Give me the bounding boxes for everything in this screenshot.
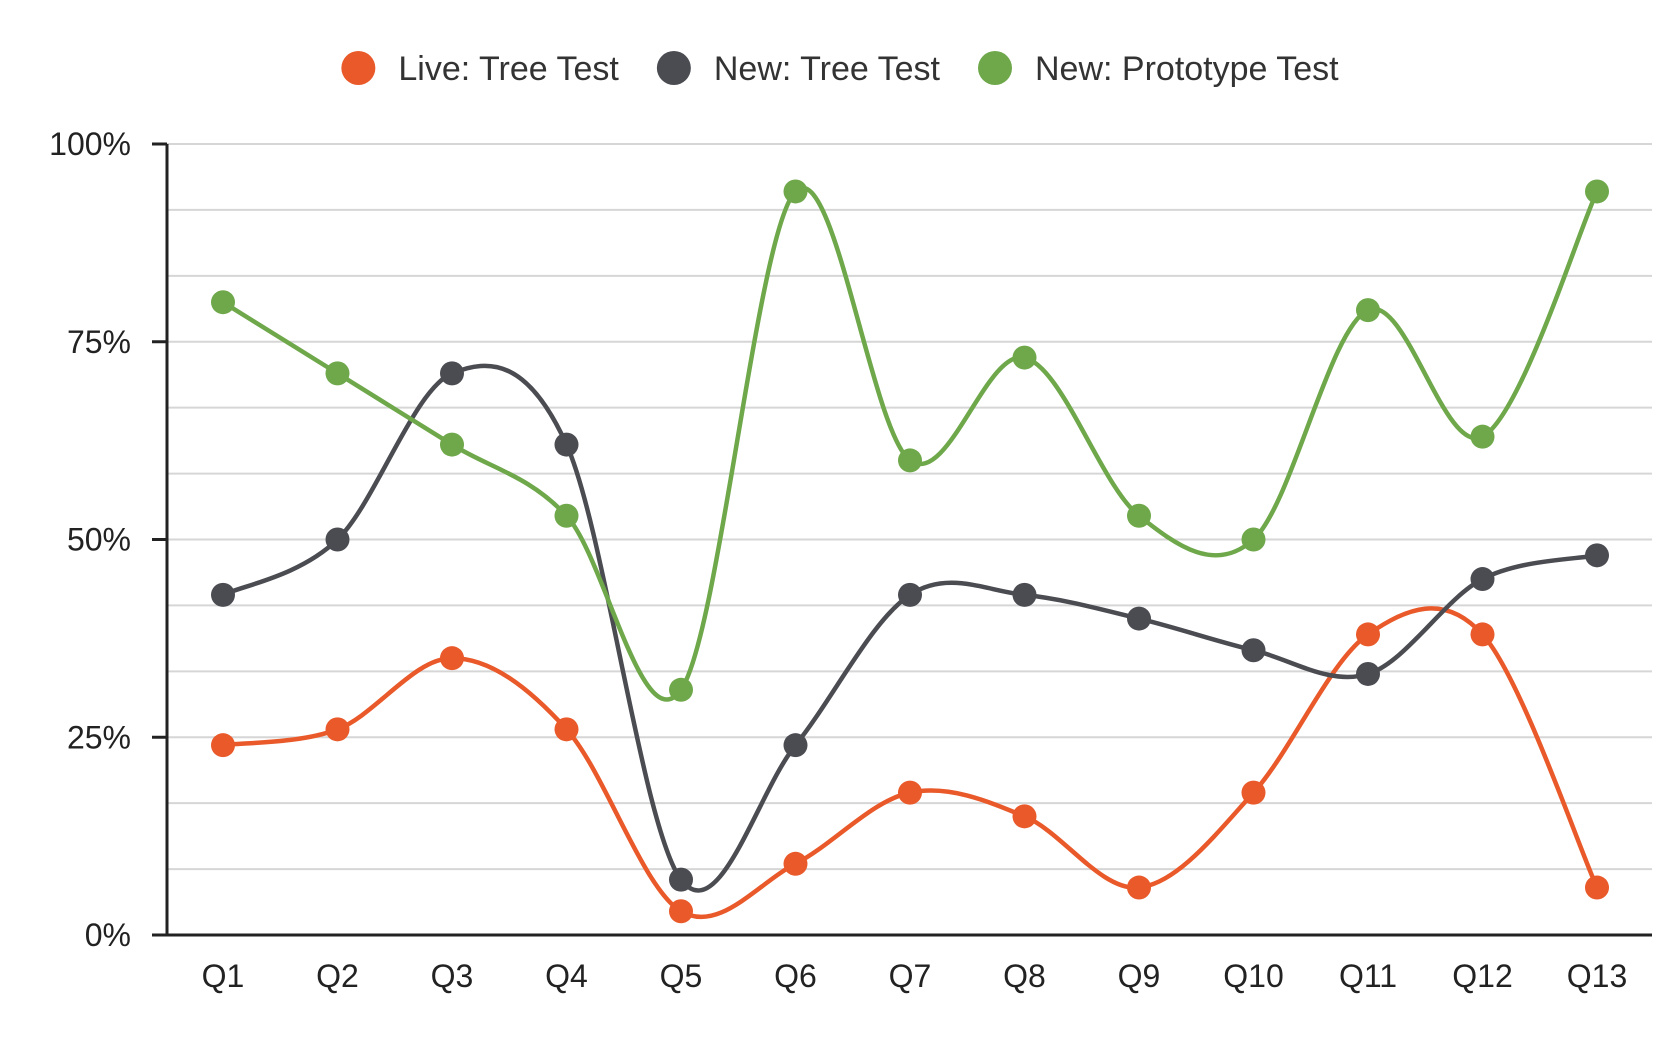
data-point — [211, 290, 235, 315]
gridlines — [167, 143, 1652, 871]
data-point — [1012, 345, 1037, 370]
x-tick-label: Q1 — [202, 958, 245, 994]
x-tick-label: Q5 — [660, 958, 703, 994]
legend-item-new-prototype-test: New: Prototype Test — [978, 50, 1339, 88]
data-point — [783, 179, 808, 204]
legend-label: New: Tree Test — [714, 50, 941, 88]
x-axis-ticks: Q1 Q2 Q3 Q4 Q5 Q6 Q7 Q8 Q9 Q10 Q11 Q12 Q13 — [202, 958, 1628, 994]
data-point — [1012, 804, 1037, 829]
data-point — [1470, 567, 1495, 592]
x-tick-label: Q10 — [1223, 958, 1283, 994]
data-point — [1585, 875, 1609, 900]
data-point — [211, 582, 235, 607]
series-new-prototype-test — [211, 179, 1609, 702]
data-point — [325, 361, 350, 386]
data-point — [325, 527, 350, 552]
data-point — [211, 733, 235, 758]
series-live-tree-test — [211, 606, 1609, 924]
data-point — [440, 361, 464, 386]
x-tick-label: Q7 — [889, 958, 932, 994]
legend-marker — [978, 51, 1012, 85]
data-point — [1012, 582, 1037, 607]
y-tick-label: 75% — [67, 324, 131, 360]
data-point — [898, 448, 922, 473]
data-point — [1470, 424, 1495, 449]
data-point — [898, 780, 922, 805]
data-point — [440, 432, 464, 457]
data-point — [783, 733, 808, 758]
data-point — [1585, 543, 1609, 568]
x-tick-label: Q3 — [431, 958, 474, 994]
data-point — [554, 717, 579, 742]
data-point — [1585, 179, 1609, 204]
data-point — [1127, 875, 1151, 900]
data-point — [1356, 298, 1380, 323]
legend-item-new-tree-test: New: Tree Test — [656, 50, 941, 88]
x-tick-label: Q6 — [774, 958, 817, 994]
data-point — [669, 899, 693, 924]
data-point — [1127, 503, 1151, 528]
data-point — [1241, 527, 1266, 552]
x-tick-label: Q8 — [1003, 958, 1046, 994]
legend-marker — [341, 51, 376, 85]
legend-marker — [656, 51, 691, 85]
data-point — [554, 503, 579, 528]
series-line — [220, 363, 1600, 893]
x-tick-label: Q4 — [545, 958, 588, 994]
data-point — [325, 717, 350, 742]
data-point — [1241, 638, 1266, 663]
legend: Live: Tree Test New: Tree Test New: Protot… — [341, 50, 1339, 88]
x-tick-label: Q11 — [1339, 958, 1397, 994]
legend-label: New: Prototype Test — [1035, 50, 1339, 88]
data-point — [1356, 661, 1380, 686]
data-point — [440, 646, 464, 671]
y-tick-label: 25% — [67, 719, 131, 755]
data-point — [1127, 606, 1151, 631]
y-tick-label: 50% — [67, 522, 131, 558]
data-point — [669, 867, 693, 892]
series-new-tree-test — [211, 361, 1609, 893]
x-tick-label: Q13 — [1567, 958, 1627, 994]
y-tick-label: 0% — [85, 917, 131, 953]
y-tick-label: 100% — [49, 126, 131, 162]
legend-item-live-tree-test: Live: Tree Test — [341, 50, 619, 88]
data-point — [1470, 622, 1495, 647]
x-tick-label: Q12 — [1452, 958, 1512, 994]
data-point — [898, 582, 922, 607]
data-point — [554, 432, 579, 457]
legend-label: Live: Tree Test — [398, 50, 619, 88]
data-point — [1356, 622, 1380, 647]
data-point — [1241, 780, 1266, 805]
data-point — [783, 851, 808, 876]
y-axis-ticks: 0% 25% 50% 75% 100% — [49, 126, 167, 953]
series-line — [220, 606, 1600, 920]
x-tick-label: Q9 — [1118, 958, 1161, 994]
data-point — [669, 677, 693, 702]
series-group — [211, 179, 1609, 924]
x-tick-label: Q2 — [316, 958, 359, 994]
